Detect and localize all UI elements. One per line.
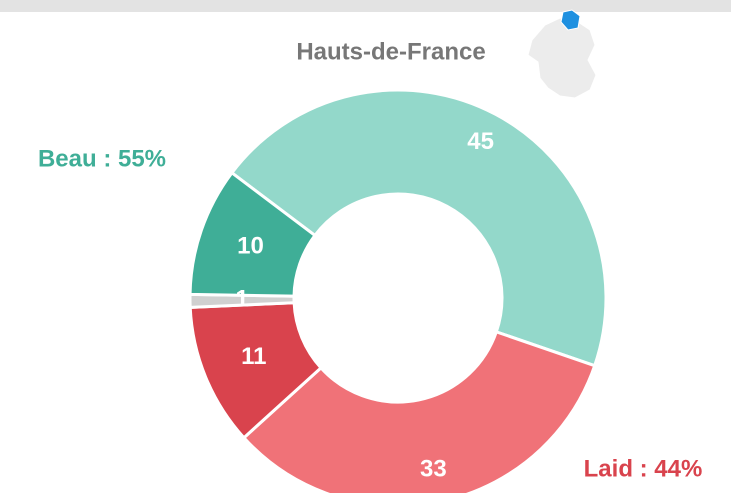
region-map-icon	[527, 9, 597, 99]
data-label: 45	[467, 128, 494, 155]
top-bar	[0, 0, 731, 12]
chart-title: Hauts-de-France	[296, 38, 485, 65]
data-label: 33	[420, 456, 447, 483]
annotation: Beau : 55%	[38, 145, 166, 172]
donut-segment	[241, 329, 597, 498]
donut-segment	[188, 170, 318, 298]
donut-segment	[229, 88, 608, 368]
annotation: Laid : 44%	[584, 455, 703, 482]
data-label: 10	[237, 233, 264, 260]
data-label: 1	[235, 286, 248, 313]
data-label: 11	[241, 343, 266, 370]
